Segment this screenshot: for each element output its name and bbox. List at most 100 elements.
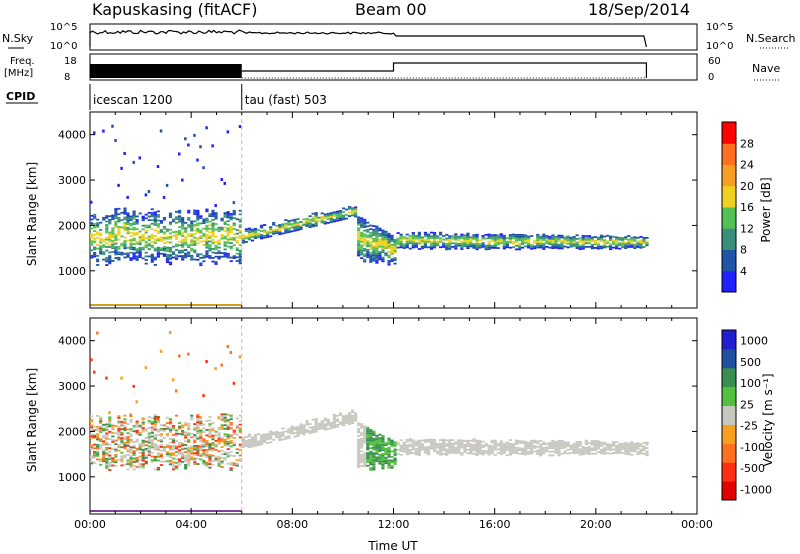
range-cell (105, 423, 109, 426)
range-cell (587, 451, 591, 454)
range-cell (93, 451, 97, 453)
range-cell (196, 414, 200, 416)
range-cell (120, 226, 124, 229)
range-cell (165, 460, 170, 463)
range-cell (253, 434, 258, 436)
range-cell (235, 426, 239, 429)
range-cell (217, 443, 221, 445)
range-cell (448, 246, 452, 249)
range-cell (587, 240, 591, 243)
range-cell (393, 461, 397, 464)
range-cell (448, 451, 452, 454)
range-cell (360, 248, 364, 250)
range-cell (381, 443, 385, 446)
range-cell (360, 251, 364, 254)
colorbar-tick-label: 28 (740, 137, 754, 150)
range-cell (314, 421, 318, 424)
range-cell (153, 229, 157, 232)
range-cell (375, 260, 379, 262)
range-cell (378, 253, 382, 255)
range-cell (126, 239, 130, 242)
range-cell (168, 256, 173, 258)
range-cell (490, 441, 494, 444)
range-cell (372, 448, 376, 451)
range-cell (378, 256, 382, 259)
range-cell (99, 458, 103, 461)
range-cell (253, 233, 258, 236)
range-cell (548, 450, 552, 453)
range-cell (211, 260, 215, 263)
range-cell (387, 243, 391, 246)
range-cell (378, 453, 382, 456)
range-cell (466, 239, 470, 242)
range-cell (572, 239, 576, 242)
range-cell (181, 426, 185, 429)
range-cell (533, 441, 537, 444)
range-cell (508, 235, 513, 238)
range-cell (184, 238, 188, 241)
velocity-data (90, 318, 649, 514)
range-cell (514, 244, 519, 247)
range-cell (232, 257, 236, 259)
range-cell (250, 236, 255, 238)
range-cell (168, 441, 173, 444)
range-cell (633, 450, 637, 453)
range-cell (178, 217, 182, 219)
range-cell (181, 222, 185, 225)
range-cell (481, 451, 485, 454)
range-cell (329, 212, 333, 214)
range-cell (357, 227, 361, 230)
range-cell (429, 447, 434, 450)
range-cell (147, 436, 151, 439)
range-cell (211, 222, 215, 225)
colorbar-tick-label: -25 (740, 420, 758, 433)
scatter-cell (156, 165, 160, 169)
range-cell (238, 443, 242, 446)
range-cell (363, 220, 367, 223)
range-cell (114, 233, 118, 236)
range-cell (357, 455, 361, 457)
range-cell (108, 218, 112, 221)
range-cell (414, 238, 418, 241)
range-cell (596, 447, 601, 450)
range-cell (135, 440, 139, 443)
range-cell (542, 441, 546, 444)
range-cell (123, 429, 127, 432)
range-cell (208, 231, 212, 234)
range-cell (93, 434, 97, 437)
range-cell (156, 223, 160, 225)
range-cell (205, 221, 209, 224)
range-cell (196, 253, 200, 256)
range-cell (208, 425, 212, 427)
range-cell (147, 445, 151, 448)
range-cell (129, 439, 133, 441)
range-cell (411, 237, 415, 240)
range-cell (381, 462, 385, 464)
range-cell (235, 241, 239, 244)
x-tick-label: 08:00 (276, 518, 308, 531)
range-cell (387, 446, 391, 449)
range-cell (536, 442, 540, 445)
range-cell (165, 445, 170, 448)
range-cell (150, 444, 154, 447)
range-cell (120, 464, 124, 467)
range-cell (196, 237, 200, 239)
range-cell (363, 438, 367, 440)
range-cell (414, 451, 418, 454)
range-cell (511, 446, 516, 449)
range-cell (126, 443, 130, 445)
range-cell (520, 447, 525, 450)
range-cell (126, 432, 130, 435)
range-cell (511, 443, 516, 445)
range-cell (296, 427, 300, 430)
range-cell (187, 439, 191, 441)
range-cell (114, 246, 118, 249)
range-cell (120, 442, 124, 445)
range-cell (184, 456, 188, 459)
range-cell (633, 243, 637, 246)
range-cell (214, 235, 218, 238)
range-cell (378, 234, 382, 237)
range-cell (636, 236, 640, 239)
range-cell (162, 446, 167, 449)
